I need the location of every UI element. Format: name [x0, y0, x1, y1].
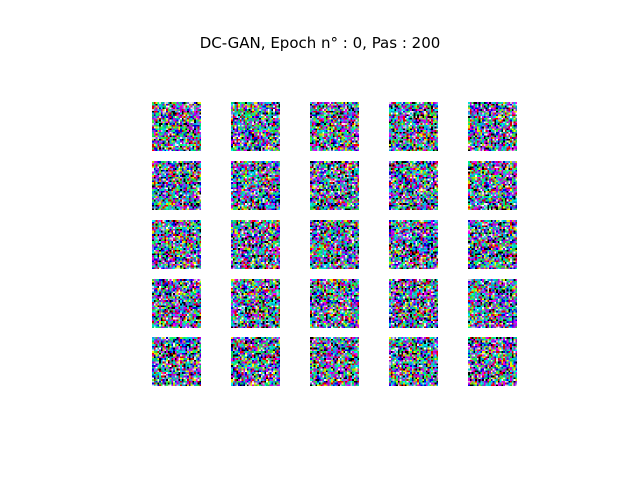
- generated-sample-r5-c1: [152, 337, 201, 386]
- generated-sample-r3-c4: [389, 220, 438, 269]
- generated-sample-r1-c5: [468, 102, 517, 151]
- generated-sample-r5-c5: [468, 337, 517, 386]
- generated-sample-r1-c4: [389, 102, 438, 151]
- generated-sample-r4-c2: [231, 279, 280, 328]
- generated-sample-r4-c3: [310, 279, 359, 328]
- generated-sample-r2-c4: [389, 161, 438, 210]
- generated-sample-r2-c2: [231, 161, 280, 210]
- generated-sample-r2-c3: [310, 161, 359, 210]
- generated-sample-r2-c1: [152, 161, 201, 210]
- generated-sample-r3-c2: [231, 220, 280, 269]
- generated-sample-r1-c1: [152, 102, 201, 151]
- generated-sample-r2-c5: [468, 161, 517, 210]
- generated-sample-r4-c4: [389, 279, 438, 328]
- generated-sample-r5-c3: [310, 337, 359, 386]
- generated-sample-r4-c5: [468, 279, 517, 328]
- figure-title: DC-GAN, Epoch n° : 0, Pas : 200: [199, 34, 441, 52]
- generated-sample-r3-c1: [152, 220, 201, 269]
- generated-sample-r3-c3: [310, 220, 359, 269]
- generated-sample-r5-c2: [231, 337, 280, 386]
- generated-sample-r3-c5: [468, 220, 517, 269]
- generated-sample-r5-c4: [389, 337, 438, 386]
- generated-sample-r1-c2: [231, 102, 280, 151]
- generated-sample-r4-c1: [152, 279, 201, 328]
- generated-sample-r1-c3: [310, 102, 359, 151]
